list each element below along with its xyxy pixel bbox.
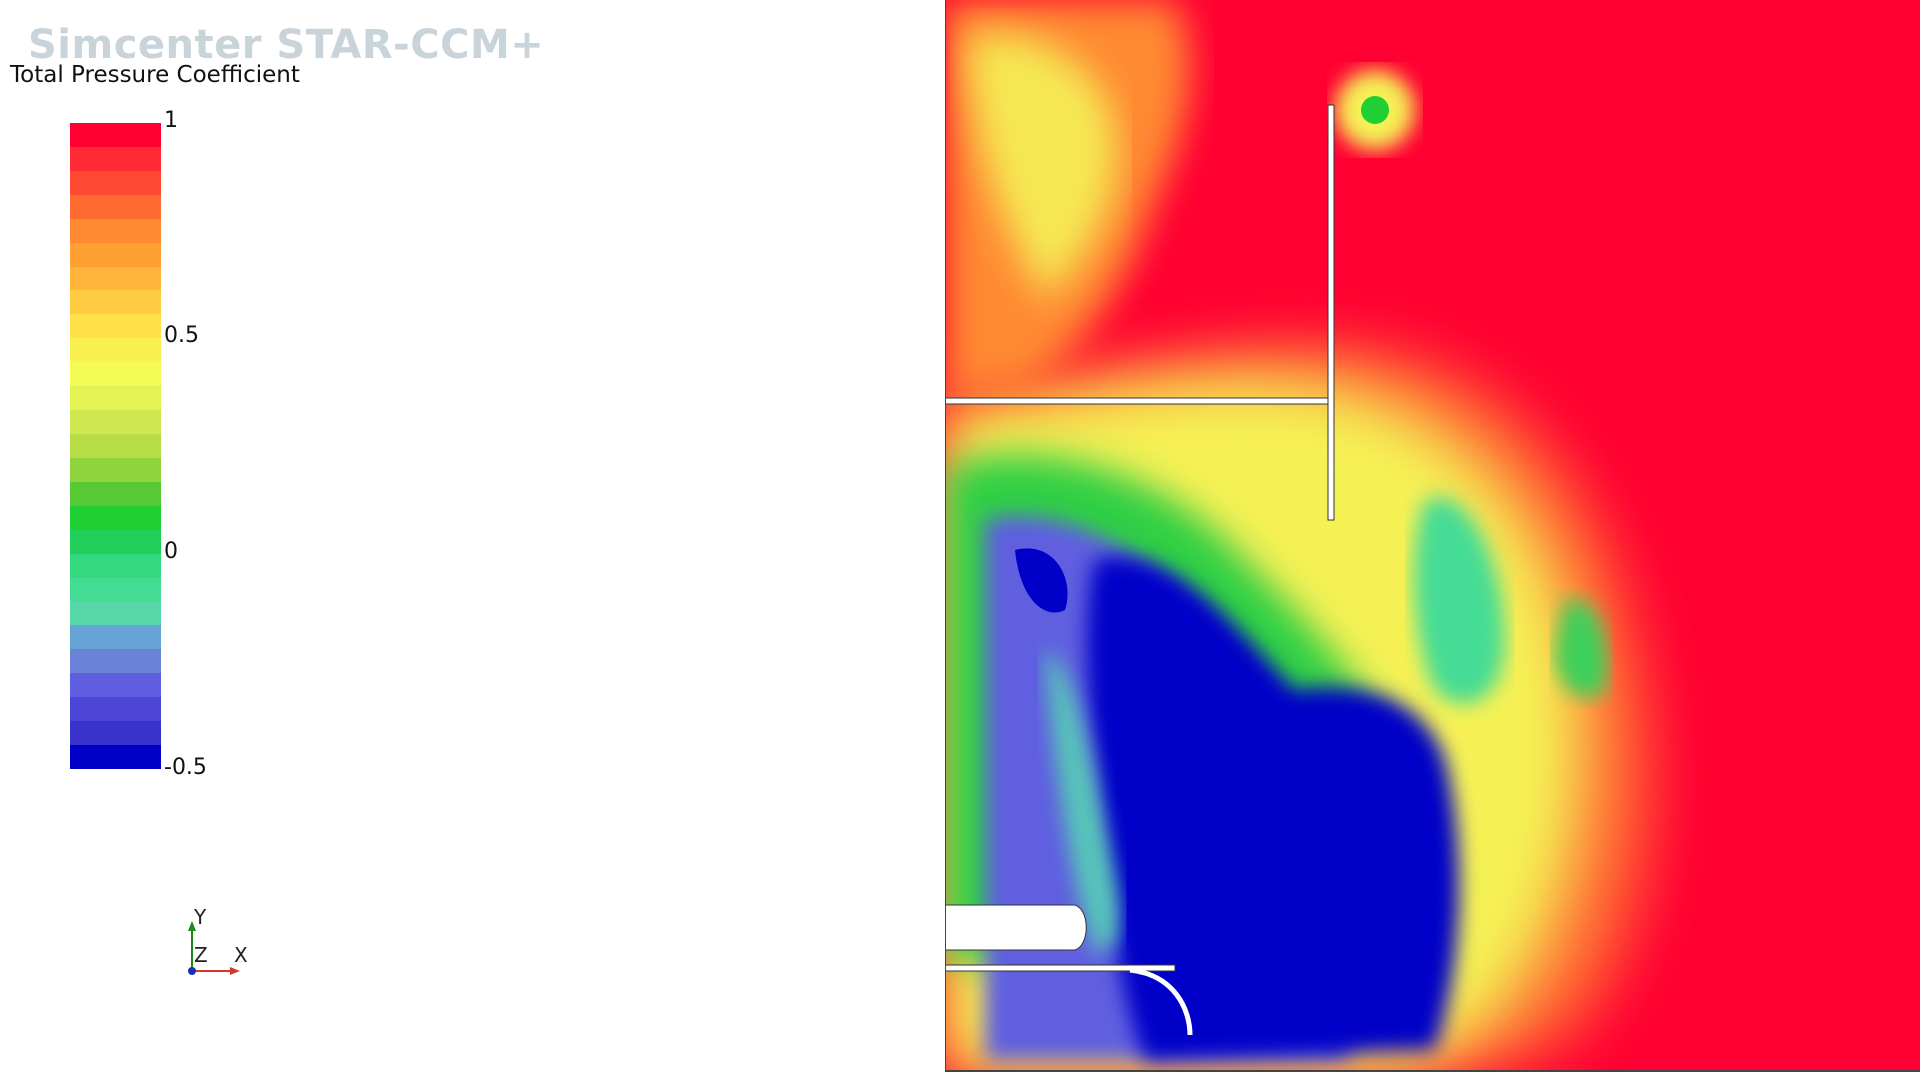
legend-tick-max: 1 [164, 108, 178, 133]
color-scale-step [70, 218, 161, 243]
color-scale-step [70, 410, 161, 434]
color-scale-step [70, 146, 161, 171]
color-scale-step [70, 673, 161, 698]
color-scale-step [70, 362, 161, 387]
color-scale-step [70, 314, 161, 339]
simulation-viewport[interactable] [944, 0, 1920, 1072]
color-scale-step [70, 194, 161, 219]
color-scale-bar [70, 123, 161, 769]
color-scale-step [70, 123, 161, 147]
legend-title: Total Pressure Coefficient [10, 62, 300, 88]
color-scale-step [70, 386, 161, 411]
color-scale-step [70, 625, 161, 650]
color-scale-step [70, 481, 161, 506]
axis-label-z: Z [194, 943, 208, 967]
color-scale-step [70, 601, 161, 626]
legend-tick-zero: 0 [164, 539, 178, 564]
color-scale-step [70, 266, 161, 291]
legend-tick-min: -0.5 [164, 755, 207, 780]
color-scale-step [70, 170, 161, 195]
color-scale-step [70, 242, 161, 267]
color-scale-step [70, 529, 161, 554]
color-scale-step [70, 433, 161, 458]
axis-triad-icon [188, 921, 240, 975]
color-scale-step [70, 505, 161, 530]
color-scale-step [70, 649, 161, 674]
legend-tick-mid-high: 0.5 [164, 323, 199, 348]
pressure-contour-plot [944, 0, 1920, 1072]
color-scale-step [70, 721, 161, 745]
axis-label-y: Y [194, 905, 207, 929]
color-scale-step [70, 697, 161, 722]
color-scale-step [70, 290, 161, 315]
color-scale-step [70, 744, 161, 769]
axis-label-x: X [234, 943, 248, 967]
color-scale-step [70, 457, 161, 482]
color-scale-step [70, 338, 161, 363]
color-scale-step [70, 553, 161, 578]
color-scale-step [70, 577, 161, 602]
app-watermark: Simcenter STAR-CCM+ [28, 22, 545, 68]
axis-triad: Y Z X [180, 905, 260, 975]
